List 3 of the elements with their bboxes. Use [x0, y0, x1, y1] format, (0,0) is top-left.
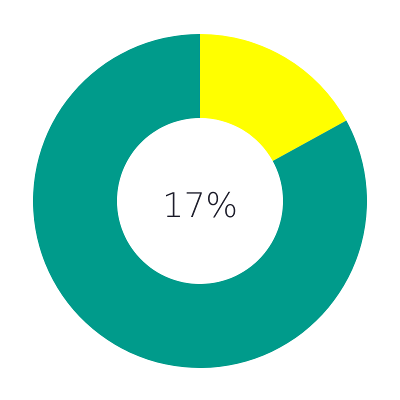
donut-slice [200, 34, 346, 162]
text: 17% [162, 186, 238, 226]
donut-slice [33, 34, 367, 368]
